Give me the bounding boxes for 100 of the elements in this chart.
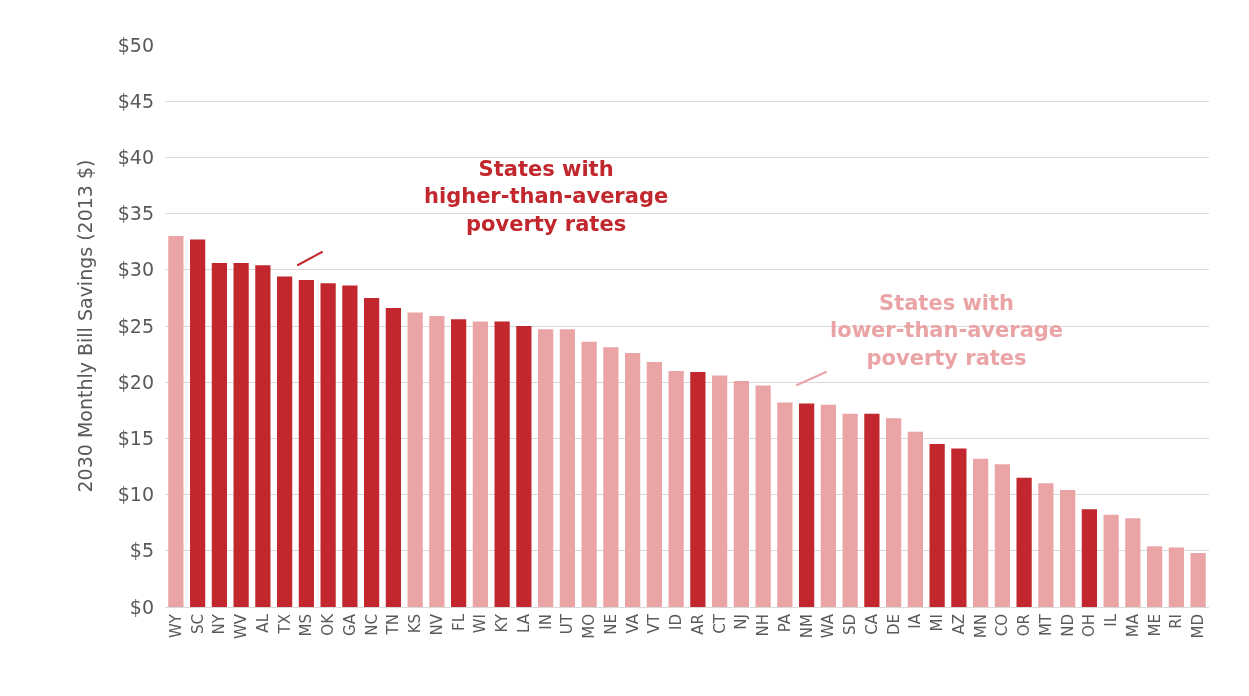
- bar: [864, 413, 880, 607]
- x-tick-label: MA: [1123, 613, 1142, 638]
- bar: [1081, 509, 1097, 607]
- bar: [451, 319, 467, 607]
- y-tick-label: $25: [117, 314, 154, 337]
- x-tick-label: TX: [275, 614, 294, 635]
- x-tick-label: NH: [754, 614, 773, 637]
- annotation: States with higher-than-average poverty rates: [424, 157, 669, 236]
- bar: [385, 308, 401, 607]
- x-tick-label: SD: [841, 614, 860, 636]
- bar: [211, 263, 227, 607]
- x-tick-label: UT: [558, 613, 577, 635]
- x-tick-label: OK: [319, 612, 338, 636]
- y-tick-label: $35: [117, 202, 154, 225]
- bar: [842, 413, 858, 607]
- bar: [407, 312, 423, 607]
- x-tick-label: IN: [536, 614, 555, 630]
- bar: [472, 321, 488, 607]
- y-tick-label: $45: [117, 89, 154, 112]
- y-tick-label: $0: [129, 595, 154, 618]
- x-tick-label: RI: [1167, 614, 1186, 629]
- x-tick-label: WY: [166, 613, 185, 638]
- y-tick-label: $30: [117, 258, 154, 281]
- x-tick-label: OR: [1015, 614, 1034, 637]
- y-tick-label: $5: [129, 539, 154, 562]
- x-tick-label: MI: [928, 614, 947, 632]
- bar: [625, 352, 641, 607]
- bar: [233, 263, 249, 607]
- x-tick-label: AR: [688, 614, 707, 635]
- x-tick-label: WI: [471, 614, 490, 634]
- x-tick-label: MS: [297, 614, 316, 637]
- bar: [538, 329, 554, 607]
- bar: [690, 372, 706, 607]
- x-tick-label: NM: [797, 614, 816, 639]
- y-tick-label: $50: [117, 33, 154, 56]
- x-tick-label: AZ: [949, 614, 968, 635]
- bar: [820, 404, 836, 607]
- annotation: States with lower-than-average poverty rates: [830, 291, 1064, 370]
- x-tick-label: TN: [384, 614, 403, 636]
- x-tick-label: CT: [710, 613, 729, 634]
- x-tick-label: VT: [645, 613, 664, 634]
- bar: [733, 381, 749, 607]
- y-tick-label: $40: [117, 146, 154, 169]
- x-tick-label: OH: [1080, 614, 1099, 638]
- bar: [755, 385, 771, 607]
- x-tick-label: WV: [232, 613, 251, 640]
- x-tick-label: ME: [1145, 614, 1164, 637]
- x-tick-label: WA: [819, 613, 838, 639]
- x-tick-label: ID: [667, 614, 686, 630]
- bar: [712, 375, 728, 607]
- bar: [168, 236, 184, 607]
- y-tick-label: $10: [117, 483, 154, 506]
- bar: [777, 402, 793, 607]
- bar: [973, 458, 989, 607]
- bar: [364, 297, 380, 607]
- x-tick-label: MN: [971, 614, 990, 639]
- bar: [1147, 546, 1163, 607]
- x-tick-label: KY: [493, 613, 512, 633]
- x-tick-label: NJ: [732, 614, 751, 630]
- bar: [190, 239, 206, 607]
- bar: [951, 448, 967, 607]
- x-tick-label: LA: [514, 613, 533, 633]
- bar: [1103, 514, 1119, 607]
- x-tick-label: NY: [210, 613, 229, 635]
- bar: [1190, 553, 1206, 607]
- x-tick-label: VA: [623, 613, 642, 634]
- bar: [668, 370, 684, 607]
- bar: [255, 265, 271, 607]
- x-tick-label: NE: [601, 614, 620, 635]
- bar: [320, 283, 336, 607]
- x-tick-label: MT: [1036, 613, 1055, 637]
- bar: [1038, 483, 1054, 607]
- bar: [1016, 477, 1032, 607]
- x-tick-label: DE: [884, 614, 903, 636]
- bar: [277, 276, 293, 607]
- x-tick-label: ND: [1058, 614, 1077, 637]
- bar: [342, 285, 358, 607]
- x-tick-label: CA: [862, 613, 881, 635]
- x-tick-label: NV: [427, 613, 446, 636]
- y-axis-title: 2030 Monthly Bill Savings (2013 $): [73, 159, 96, 493]
- x-tick-label: AL: [253, 613, 272, 633]
- y-tick-label: $20: [117, 370, 154, 393]
- x-tick-label: IA: [906, 613, 925, 629]
- bar: [1168, 547, 1184, 607]
- bar: [559, 329, 575, 607]
- x-tick-label: SC: [188, 614, 207, 634]
- x-tick-label: GA: [340, 613, 359, 636]
- x-tick-label: CO: [993, 614, 1012, 637]
- bar: [603, 347, 619, 607]
- bar: [516, 326, 532, 607]
- bar: [994, 464, 1010, 607]
- bar: [494, 321, 510, 607]
- x-tick-label: FL: [449, 613, 468, 631]
- bar: [581, 341, 597, 607]
- x-tick-label: PA: [775, 613, 794, 633]
- bar: [929, 444, 945, 607]
- x-tick-label: IL: [1102, 613, 1121, 627]
- y-tick-label: $15: [117, 427, 154, 450]
- x-tick-label: KS: [406, 614, 425, 634]
- bar: [1060, 490, 1076, 607]
